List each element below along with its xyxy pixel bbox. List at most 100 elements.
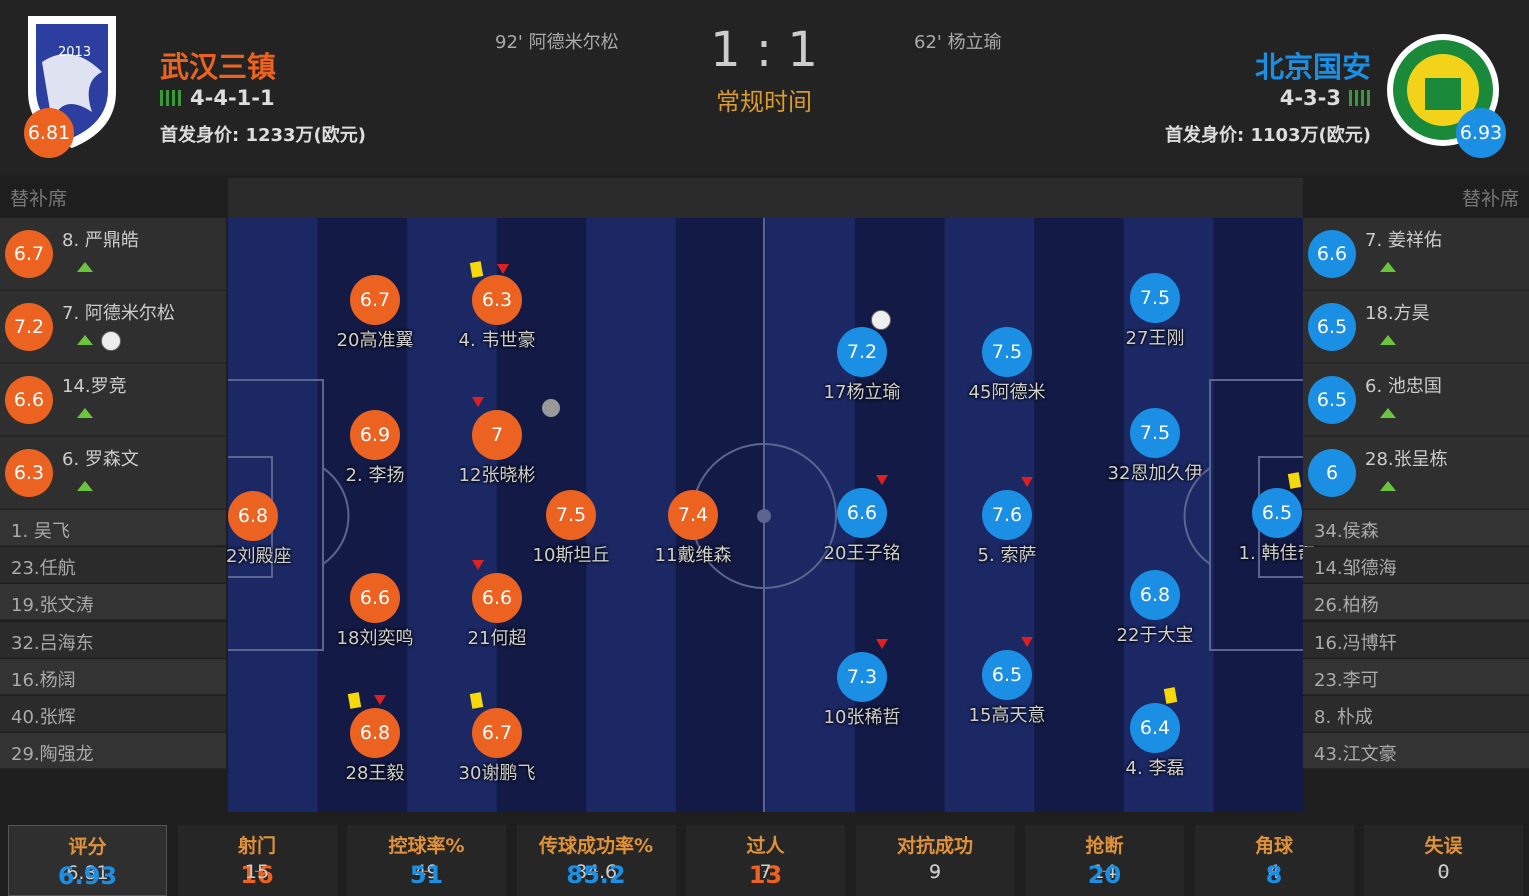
stat-label: 过人 xyxy=(746,835,785,857)
player-rating: 6.7 xyxy=(350,275,400,325)
player-rating: 6.3 xyxy=(472,275,522,325)
stat-label: 对抗成功 xyxy=(896,835,973,857)
stat-home: 49 xyxy=(414,861,439,883)
stat-home: 9 xyxy=(928,861,942,883)
player-rating: 6.9 xyxy=(350,410,400,460)
sub-rating: 6.7 xyxy=(5,230,53,278)
stat-away: 15 xyxy=(244,861,270,883)
player-name: 20高准翼 xyxy=(336,330,414,351)
sub-rating: 6 xyxy=(1308,449,1356,497)
sub-off-arrow xyxy=(497,264,509,274)
stat-home: 6.81 xyxy=(66,862,109,884)
sub-rating: 6.3 xyxy=(5,449,53,497)
player-rating: 7.5 xyxy=(1130,273,1180,323)
pitch-stripe xyxy=(1034,218,1125,812)
sub-name: 43.江文豪 xyxy=(1314,744,1397,766)
player-rating: 7 xyxy=(472,410,522,460)
sub-name: 16.杨阔 xyxy=(11,669,76,691)
sub-name: 40.张辉 xyxy=(11,707,76,728)
match-status: 常规时间 xyxy=(716,88,812,116)
player-rating: 7.6 xyxy=(982,490,1032,540)
player-rating: 7.5 xyxy=(546,490,596,540)
sub-name: 6. 罗森文 xyxy=(62,449,139,470)
player-name: 22刘殿座 xyxy=(214,546,292,567)
stat-home: 16 xyxy=(240,861,274,889)
pitch-line xyxy=(757,509,771,523)
player-name: 12张晓彬 xyxy=(458,465,536,486)
player-name: 4. 李磊 xyxy=(1125,758,1185,779)
player-name: 21何超 xyxy=(467,628,527,649)
stat-away: 9 xyxy=(928,861,942,883)
stat-box[interactable]: 射门 16-15 xyxy=(177,825,337,896)
sub-off-arrow xyxy=(472,560,484,570)
sub-name: 14.邹德海 xyxy=(1314,558,1397,580)
player-name: 28王毅 xyxy=(345,763,405,784)
bench-row xyxy=(0,696,226,732)
player-name: 20王子铭 xyxy=(823,543,901,564)
sub-name: 7. 姜祥佑 xyxy=(1365,230,1442,251)
stat-away: 8 xyxy=(1265,861,1283,889)
bench-row xyxy=(1303,733,1529,770)
sub-off-arrow xyxy=(374,695,386,705)
stat-box[interactable]: 角球 4-8 xyxy=(1194,825,1354,896)
stat-box[interactable]: 失误 0-0 xyxy=(1364,825,1523,896)
stat-away: 85.2 xyxy=(566,861,626,889)
player-rating: 6.7 xyxy=(472,708,522,758)
yellow-card xyxy=(347,692,362,709)
stat-box[interactable]: 对抗成功 9-9 xyxy=(855,825,1015,896)
stat-box[interactable]: 过人 13-7 xyxy=(686,825,845,896)
bench-row xyxy=(0,621,226,658)
player-name: 15高天意 xyxy=(968,705,1046,726)
stat-home: 0 xyxy=(1437,861,1450,883)
sub-off-arrow xyxy=(876,475,888,485)
bench-row xyxy=(0,658,226,695)
away-rating: 6.93 xyxy=(1456,108,1506,158)
sub-on-arrow xyxy=(1380,335,1396,345)
sub-on-arrow xyxy=(1380,262,1396,272)
player-rating: 7.3 xyxy=(837,652,887,702)
bench-row xyxy=(0,584,226,621)
sub-name: 6. 池忠国 xyxy=(1365,376,1442,397)
stat-away: 6.93 xyxy=(57,862,118,890)
yellow-card xyxy=(469,692,484,709)
stat-label: 控球率% xyxy=(388,835,465,857)
stat-box[interactable]: 控球率% 49-51 xyxy=(347,825,506,896)
player-name: 17杨立瑜 xyxy=(823,382,901,403)
sub-name: 34.侯森 xyxy=(1314,521,1379,542)
sub-rating: 6.6 xyxy=(1308,230,1356,278)
sub-on-arrow xyxy=(1380,408,1396,418)
sub-off-arrow xyxy=(472,397,484,407)
score: 1 : 1 xyxy=(710,22,818,78)
sub-name: 19.张文涛 xyxy=(11,595,94,617)
player-name: 5. 索萨 xyxy=(977,545,1037,566)
pitch-stripe xyxy=(586,218,677,812)
stat-label: 失误 xyxy=(1424,835,1463,857)
stat-label: 角球 xyxy=(1254,835,1293,857)
stat-box[interactable]: 评分 6.81-6.93 xyxy=(8,825,167,896)
sub-on-arrow xyxy=(77,262,93,272)
sub-name: 14.罗竞 xyxy=(62,376,127,397)
player-rating: 7.4 xyxy=(668,490,718,540)
player-rating: 6.5 xyxy=(1252,488,1302,538)
home-goal: 92' 阿德米尔松 xyxy=(495,32,619,53)
stat-away: 20 xyxy=(1087,861,1122,889)
player-name: 4. 韦世豪 xyxy=(458,330,536,351)
sub-off-arrow xyxy=(876,639,888,649)
sub-rating: 6.5 xyxy=(1308,376,1356,424)
sub-rating: 6.5 xyxy=(1308,303,1356,351)
bench-row xyxy=(1303,547,1529,584)
player-name: 32恩加久伊 xyxy=(1107,463,1203,484)
sub-name: 29.陶强龙 xyxy=(11,744,94,766)
player-name: 11戴维森 xyxy=(654,545,732,566)
bench-row xyxy=(1303,510,1529,546)
captain-badge xyxy=(542,399,560,417)
player-rating: 6.8 xyxy=(350,708,400,758)
goal-ball xyxy=(871,310,891,330)
stat-separator: - xyxy=(1440,861,1447,880)
stat-box[interactable]: 传球成功率% 84.6-85.2 xyxy=(516,825,676,896)
player-name: 22于大宝 xyxy=(1116,625,1194,646)
stat-box[interactable]: 抢断 14-20 xyxy=(1025,825,1184,896)
bench-label: 替补席 xyxy=(1461,188,1519,210)
sub-name: 26.柏杨 xyxy=(1314,595,1379,617)
